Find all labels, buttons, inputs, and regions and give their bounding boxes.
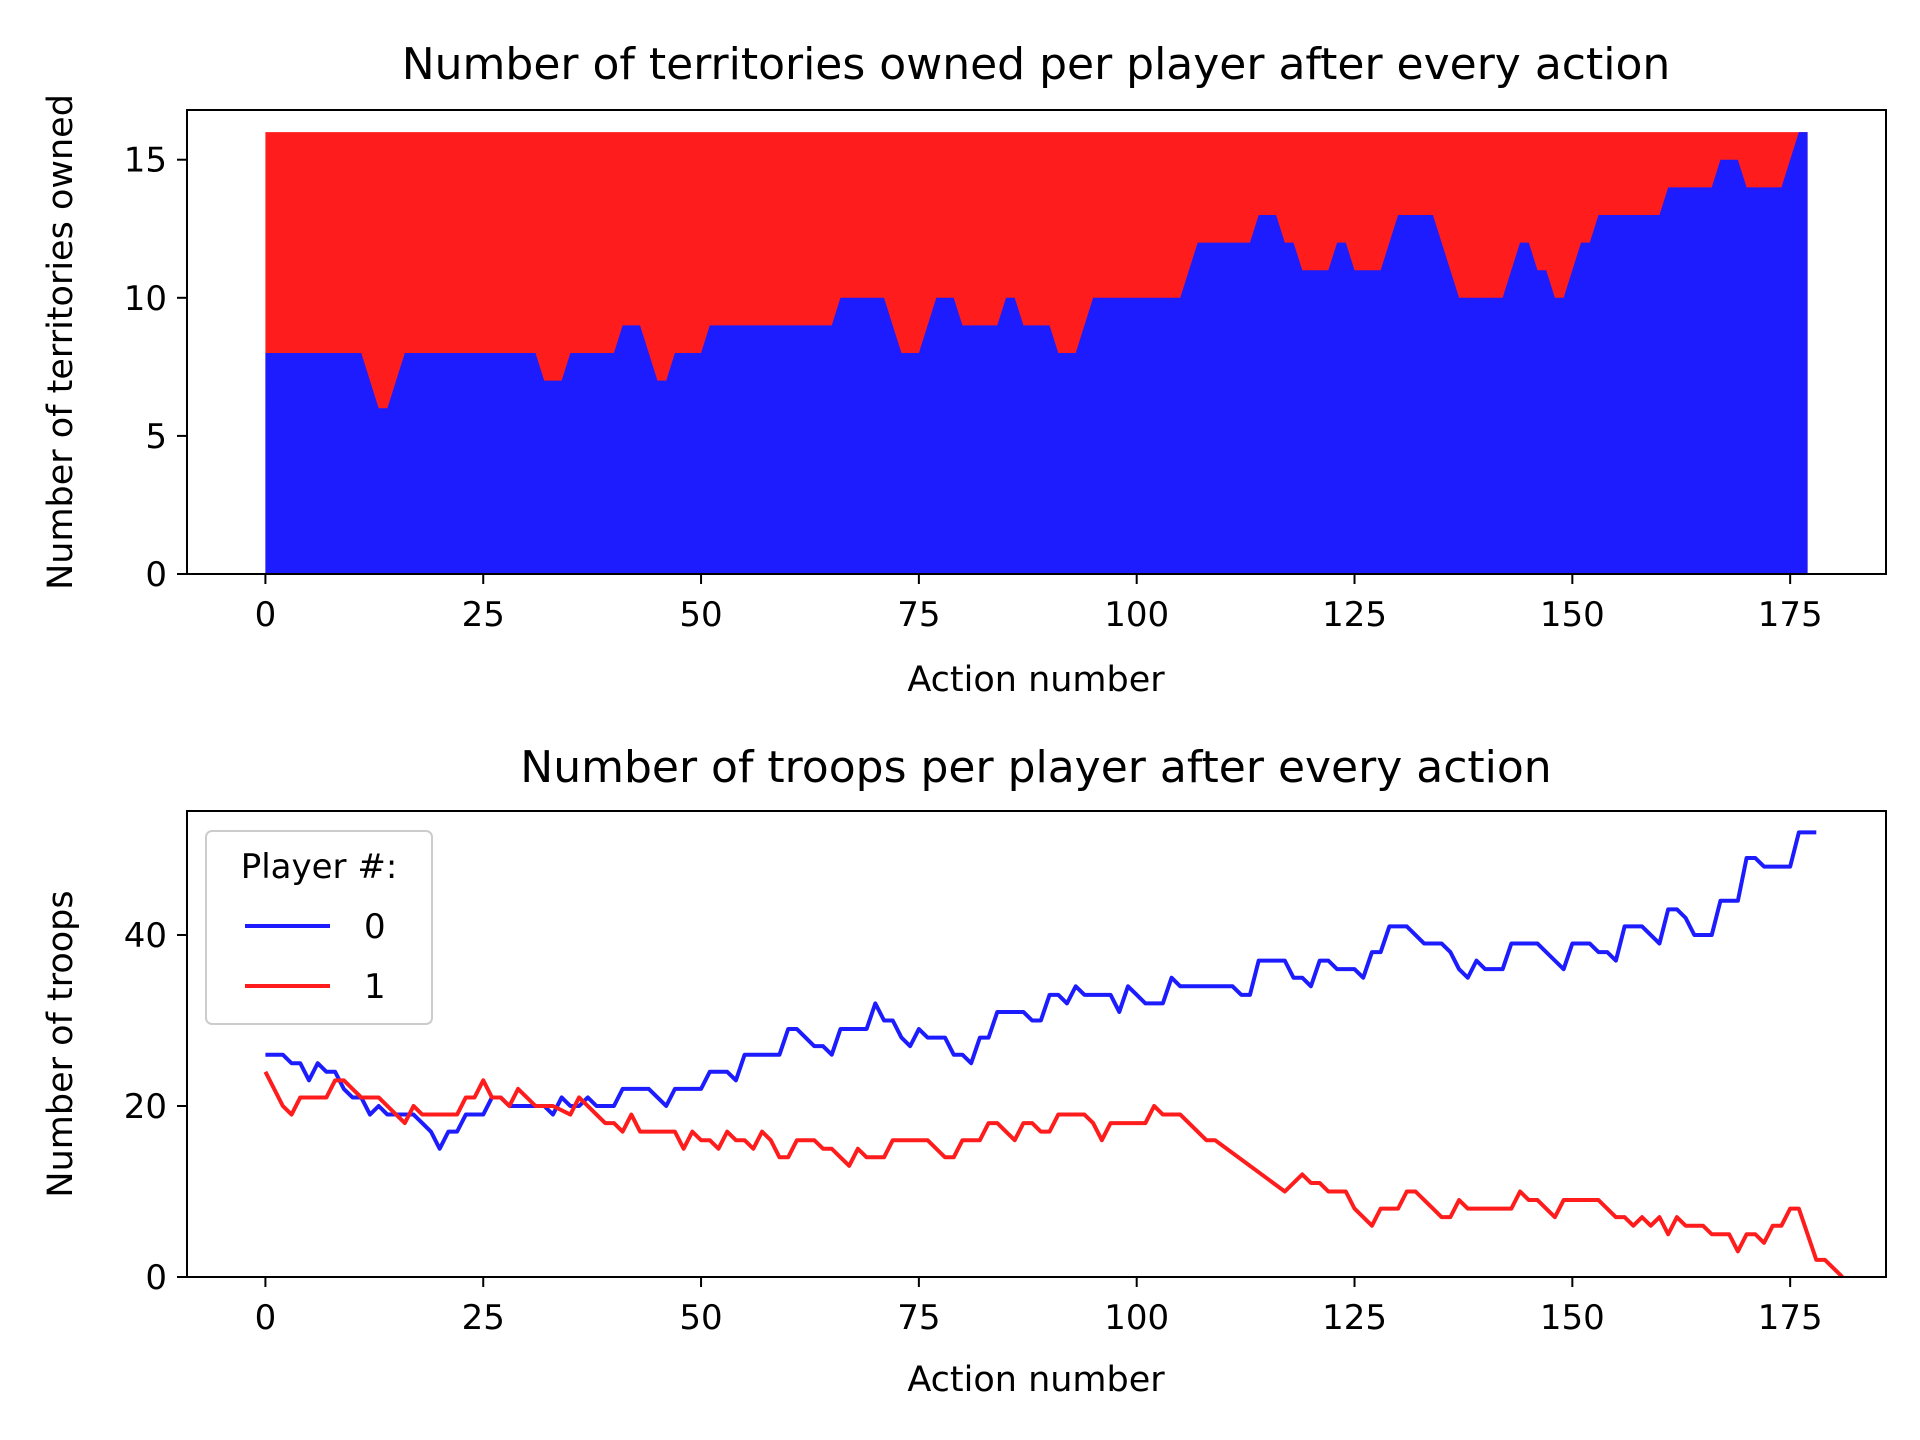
troops-x-axis-label: Action number [907, 1360, 1165, 1400]
troops-x-tick-label: 150 [1540, 1298, 1605, 1338]
territories-y-tick-label: 10 [124, 279, 167, 319]
troops-x-tick-label: 175 [1758, 1298, 1823, 1338]
troops-x-tick-label: 75 [897, 1298, 940, 1338]
legend-label-player-0: 0 [364, 907, 386, 947]
troops-y-tick-label: 40 [124, 916, 167, 956]
territories-y-tick-label: 5 [145, 417, 167, 457]
troops-y-tick-label: 20 [124, 1087, 167, 1127]
troops-x-ticks: 0 25 50 75 100 125 150 175 [255, 1277, 1823, 1338]
territories-chart: Number of territories owned per player a… [41, 39, 1887, 700]
legend: Player #: 0 1 [205, 830, 433, 1025]
troops-x-tick-label: 100 [1104, 1298, 1169, 1338]
territories-y-ticks: 0 5 10 15 [124, 141, 187, 595]
legend-title: Player #: [241, 847, 398, 887]
territories-x-ticks: 0 25 50 75 100 125 150 175 [255, 574, 1823, 635]
troops-line-player-1 [263, 1070, 1844, 1279]
territories-x-axis-label: Action number [907, 660, 1165, 700]
troops-chart: Number of troops per player after every … [41, 742, 1887, 1400]
territories-chart-title: Number of territories owned per player a… [402, 39, 1671, 90]
troops-x-tick-label: 125 [1322, 1298, 1387, 1338]
territories-x-tick-label: 175 [1758, 595, 1823, 635]
territories-area-player-0 [265, 132, 1808, 574]
troops-x-tick-label: 25 [462, 1298, 505, 1338]
troops-plot-frame [186, 810, 1887, 1278]
troops-y-ticks: 0 20 40 [124, 916, 187, 1298]
legend-label-player-1: 1 [364, 967, 386, 1007]
troops-series-layer [263, 830, 1844, 1279]
troops-y-axis-label: Number of troops [41, 890, 81, 1197]
territories-y-tick-label: 0 [145, 555, 167, 595]
territories-y-axis-label: Number of territories owned [41, 94, 81, 590]
territories-plot-frame [186, 109, 1887, 575]
territories-area-layer [265, 132, 1808, 574]
troops-chart-title: Number of troops per player after every … [520, 742, 1551, 793]
territories-x-tick-label: 100 [1104, 595, 1169, 635]
troops-line-player-0 [265, 830, 1817, 1151]
territories-x-tick-label: 50 [679, 595, 722, 635]
troops-y-tick-label: 0 [145, 1258, 167, 1298]
territories-x-tick-label: 25 [462, 595, 505, 635]
territories-x-tick-label: 150 [1540, 595, 1605, 635]
troops-x-tick-label: 0 [255, 1298, 277, 1338]
territories-y-tick-label: 15 [124, 141, 167, 181]
troops-x-tick-label: 50 [679, 1298, 722, 1338]
territories-x-tick-label: 125 [1322, 595, 1387, 635]
territories-x-tick-label: 75 [897, 595, 940, 635]
territories-x-tick-label: 0 [255, 595, 277, 635]
